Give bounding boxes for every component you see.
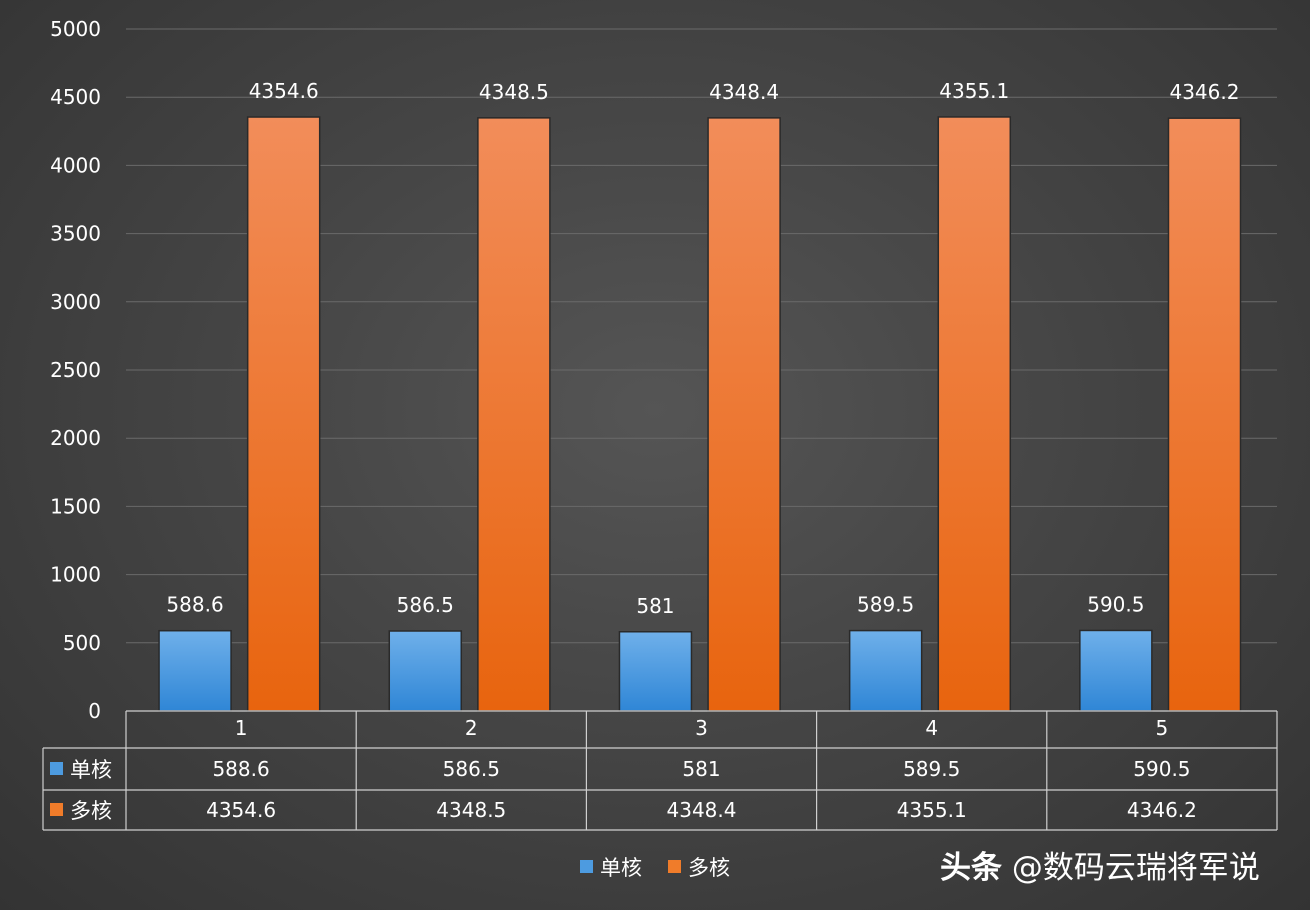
x-category-label: 5 <box>1156 716 1169 740</box>
table-cell: 589.5 <box>903 757 960 781</box>
bar-single-1 <box>158 629 232 712</box>
data-label: 4354.6 <box>249 79 319 103</box>
data-label: 4348.4 <box>709 80 779 104</box>
table-legend-key <box>50 803 63 816</box>
table-cell: 4348.5 <box>436 798 506 822</box>
y-tick-label: 2500 <box>50 358 101 382</box>
table-cell: 586.5 <box>443 757 500 781</box>
data-label: 4346.2 <box>1169 80 1239 104</box>
data-label: 4348.5 <box>479 80 549 104</box>
y-tick-label: 5000 <box>50 17 101 41</box>
data-label: 588.6 <box>166 593 223 617</box>
x-category-label: 4 <box>925 716 938 740</box>
data-label: 4355.1 <box>939 79 1009 103</box>
table-row-label: 单核 <box>70 758 112 782</box>
bar-multi-3 <box>707 117 781 712</box>
table-cell: 4354.6 <box>206 798 276 822</box>
table-cell: 590.5 <box>1133 757 1190 781</box>
data-label: 589.5 <box>857 593 914 617</box>
data-label: 590.5 <box>1087 592 1144 616</box>
y-tick-label: 4000 <box>50 153 101 177</box>
x-category-label: 2 <box>465 716 478 740</box>
bar-multi-5 <box>1167 117 1242 712</box>
bar-multi-2 <box>477 117 551 712</box>
watermark-account: @数码云瑞将军说 <box>1011 850 1260 886</box>
legend-label: 多核 <box>688 856 730 880</box>
x-category-label: 3 <box>695 716 708 740</box>
y-tick-label: 2000 <box>50 426 101 450</box>
y-tick-label: 1500 <box>50 494 101 518</box>
bar-single-4 <box>848 629 923 712</box>
y-tick-label: 1000 <box>50 563 101 587</box>
table-row-label: 多核 <box>70 799 112 823</box>
data-label: 586.5 <box>397 593 454 617</box>
y-tick-label: 0 <box>88 699 101 723</box>
legend-key <box>668 860 681 873</box>
bar-multi-4 <box>937 116 1012 712</box>
bar-single-5 <box>1079 629 1153 712</box>
bar-single-3 <box>618 631 693 712</box>
table-cell: 4346.2 <box>1127 798 1197 822</box>
table-cell: 581 <box>682 757 720 781</box>
table-legend-key <box>50 762 63 775</box>
data-label: 581 <box>636 594 674 618</box>
legend-key <box>580 860 593 873</box>
watermark-brand: 头条 <box>940 850 1002 886</box>
y-tick-label: 4500 <box>50 85 101 109</box>
y-tick-label: 500 <box>63 631 101 655</box>
watermark: 头条 @数码云瑞将军说 <box>940 842 1260 887</box>
y-tick-label: 3000 <box>50 290 101 314</box>
table-cell: 4355.1 <box>897 798 967 822</box>
table-cell: 4348.4 <box>667 798 737 822</box>
legend-label: 单核 <box>600 856 642 880</box>
table-cell: 588.6 <box>212 757 269 781</box>
y-tick-label: 3500 <box>50 222 101 246</box>
x-category-label: 1 <box>235 716 248 740</box>
bar-multi-1 <box>246 116 321 712</box>
bar-single-2 <box>388 630 463 712</box>
